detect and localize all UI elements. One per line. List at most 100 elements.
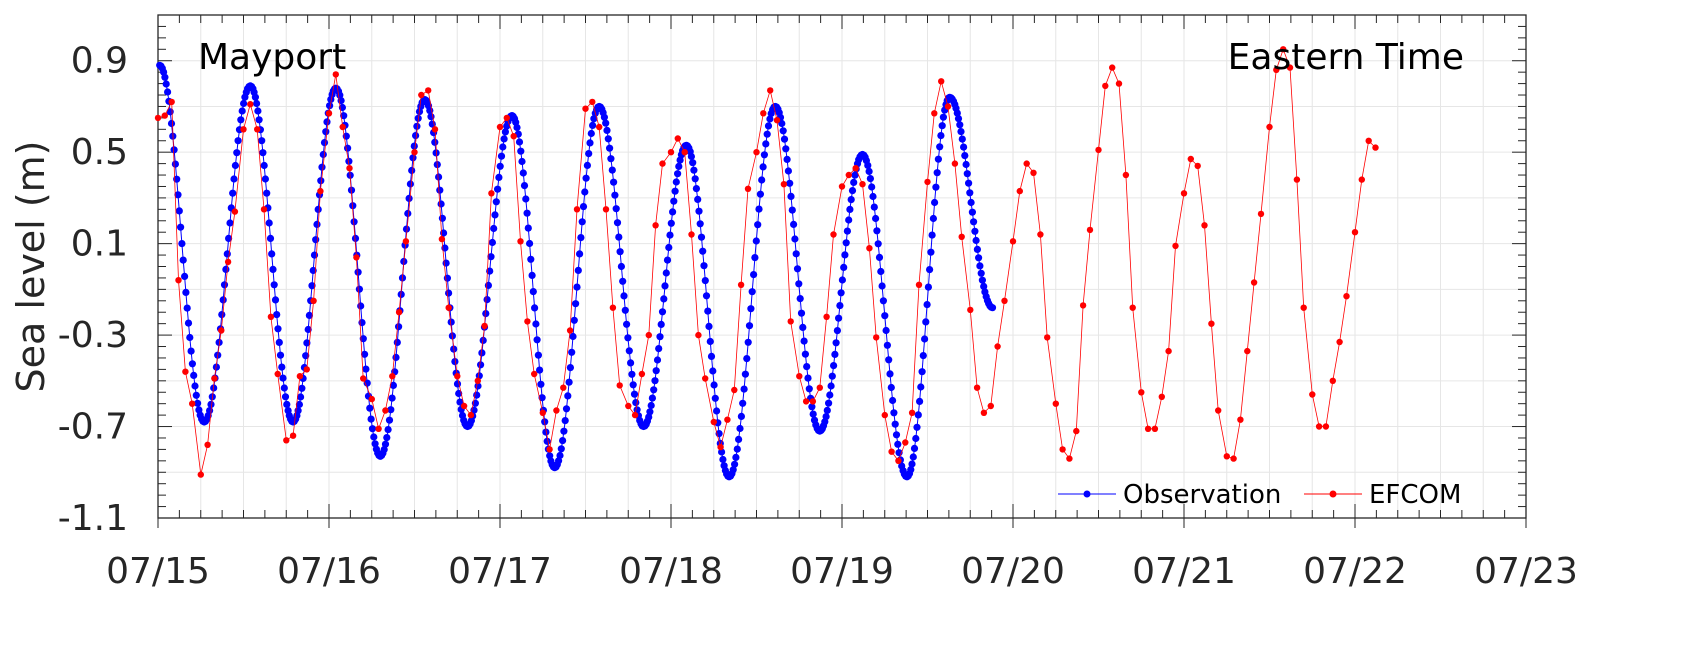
observation-point [183, 304, 191, 312]
observation-point [919, 352, 927, 360]
observation-point [351, 234, 360, 242]
minor-ticks [157, 14, 1527, 528]
efcom-point [596, 123, 603, 131]
observation-point [845, 216, 853, 224]
observation-point [866, 175, 875, 183]
efcom-point [389, 373, 396, 380]
observation-point [572, 300, 580, 308]
observation-point [187, 347, 195, 355]
observation-point [410, 142, 418, 150]
legend: Observation EFCOM [1058, 480, 1461, 510]
observation-point [619, 277, 627, 285]
observation-point [496, 162, 504, 170]
observation-point [795, 280, 803, 288]
observation-point [280, 384, 288, 392]
observation-point [707, 352, 716, 360]
efcom-point [1095, 146, 1102, 154]
efcom-point [368, 395, 375, 403]
efcom-point [638, 370, 646, 378]
observation-point [663, 256, 672, 264]
observation-point [796, 295, 804, 303]
efcom-point [1144, 425, 1152, 432]
observation-point [317, 177, 325, 185]
observation-point [890, 409, 898, 417]
observation-point [178, 240, 186, 248]
y-tick-label: 0.5 [71, 132, 128, 173]
observation-point [962, 160, 970, 169]
observation-point [340, 112, 348, 120]
observation-point [874, 240, 882, 248]
observation-point [361, 350, 369, 358]
efcom-point [1365, 137, 1372, 144]
observation-point [652, 367, 660, 375]
observation-point [801, 350, 810, 358]
observation-point [167, 119, 176, 128]
efcom-point [260, 206, 268, 213]
efcom-point [902, 439, 909, 446]
observation-point [275, 338, 283, 346]
efcom-point [1079, 302, 1087, 309]
observation-point [477, 361, 485, 369]
observation-point [265, 219, 273, 227]
observation-point [255, 116, 263, 124]
efcom-point [346, 165, 353, 172]
observation-point [697, 233, 706, 241]
observation-point [226, 219, 234, 227]
efcom-point [531, 370, 538, 378]
efcom-point [1066, 455, 1073, 462]
observation-point [751, 254, 759, 262]
efcom-point [674, 135, 681, 142]
efcom-point [481, 322, 488, 330]
observation-point [793, 265, 802, 273]
efcom-point [1358, 176, 1366, 183]
efcom-point [566, 327, 574, 334]
efcom-point [546, 446, 553, 453]
observation-point [350, 218, 358, 226]
observation-point [977, 269, 985, 277]
observation-point [656, 333, 664, 341]
observation-point [238, 107, 246, 115]
efcom-point [631, 411, 639, 419]
efcom-point [753, 149, 760, 156]
x-tick-label: 07/23 [1474, 551, 1578, 592]
efcom-point [667, 149, 675, 156]
efcom-point [1023, 160, 1030, 167]
efcom-point [938, 78, 945, 85]
observation-point [484, 281, 492, 289]
observation-point [442, 259, 450, 267]
efcom-point [218, 327, 225, 334]
observation-point [175, 207, 183, 215]
efcom-point [1037, 231, 1044, 238]
observation-point [916, 397, 924, 405]
observation-point [171, 160, 179, 168]
efcom-point [161, 112, 168, 119]
observation-point [314, 205, 322, 213]
observation-point [699, 247, 707, 255]
observation-point [783, 155, 791, 163]
observation-point [313, 220, 321, 228]
observation-point [253, 99, 261, 108]
observation-point [574, 266, 582, 274]
observation-point [534, 351, 543, 359]
observation-point [611, 191, 619, 199]
efcom-point [809, 398, 817, 405]
observation-point [367, 415, 375, 423]
observation-point [926, 266, 934, 274]
observation-point [276, 351, 285, 359]
observation-point [483, 296, 491, 304]
observation-point [891, 420, 899, 428]
efcom-point [1201, 222, 1208, 229]
efcom-point [724, 416, 731, 423]
efcom-point [888, 448, 895, 455]
efcom-point [838, 183, 846, 190]
observation-point [648, 394, 657, 402]
efcom-point [1016, 187, 1023, 195]
y-tick-labels: 0.9 0.5 0.1 -0.3 -0.7 -1.1 [58, 41, 128, 539]
observation-point [258, 137, 266, 145]
observation-point [615, 233, 623, 241]
observation-point [883, 341, 892, 349]
observation-point [696, 220, 704, 228]
observation-point [326, 102, 334, 110]
efcom-point [325, 110, 333, 117]
observation-point [706, 337, 714, 346]
